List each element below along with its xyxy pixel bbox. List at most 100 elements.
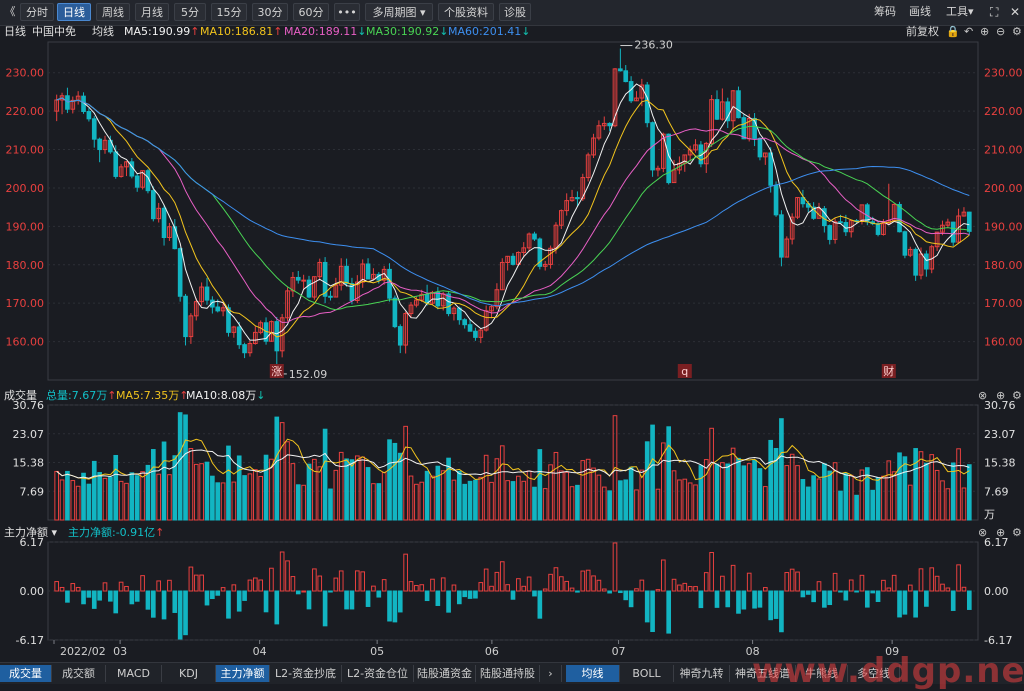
ma20-line <box>56 97 970 324</box>
tab-hk-flow[interactable]: 陆股通资金 <box>414 665 476 682</box>
adjust-button[interactable]: 前复权 <box>906 25 939 38</box>
volume-bar-up <box>188 448 194 521</box>
volume-bar-down <box>623 479 629 521</box>
volume-bar-down <box>838 490 843 521</box>
flow-bar-inflow <box>354 570 360 592</box>
chevron-down-icon: ▾ <box>419 6 426 19</box>
tab-l2-position[interactable]: L2-资金仓位 <box>342 665 414 682</box>
candle-down <box>757 137 763 158</box>
flow-title[interactable]: 主力净额 ▾ <box>4 525 57 541</box>
ma-label[interactable]: 均线 <box>92 25 114 38</box>
tab-ma[interactable]: 均线 <box>566 665 620 682</box>
candle-down <box>150 190 156 220</box>
tab-60min[interactable]: 60分 <box>293 3 329 21</box>
settings-icon[interactable]: ⚙ <box>1012 25 1022 38</box>
volume-bar-up <box>312 458 317 521</box>
candle-up <box>419 293 425 301</box>
ma5-text: MA5:190.99 <box>124 25 191 38</box>
flow-bar-outflow <box>446 590 451 613</box>
candle-down <box>236 326 242 346</box>
volume-tick-left: 7.69 <box>20 485 45 498</box>
candle-up <box>408 304 414 315</box>
volume-bar-down <box>800 479 806 521</box>
volume-bar-down <box>215 482 221 521</box>
tab-bull-bear[interactable]: 牛熊线 <box>796 665 848 682</box>
diagnose-button[interactable]: 诊股 <box>499 3 531 21</box>
stock-chart[interactable]: 230.00 230.00 220.00 220.00 210.00 210.00 200.… <box>0 0 1024 662</box>
flow-bar-inflow <box>193 574 199 592</box>
zoom-in-icon[interactable]: ⊕ <box>996 526 1006 539</box>
flow-bar-outflow <box>870 590 876 594</box>
tab-magic-five[interactable]: 神奇五线谱 <box>730 665 796 682</box>
price-tick-left: 160.00 <box>6 336 45 349</box>
tab-l2-bottom[interactable]: L2-资金抄底 <box>270 665 342 682</box>
tab-monthly[interactable]: 月线 <box>135 3 169 21</box>
x-tick-label: 04 <box>253 645 267 658</box>
zoom-in-icon[interactable]: ⊕ <box>980 25 990 38</box>
undo-icon[interactable]: ↶ <box>964 25 974 38</box>
x-tick-label: 05 <box>370 645 384 658</box>
tools-button[interactable]: 工具▾ <box>946 3 974 21</box>
tab-turnover[interactable]: 成交额 <box>52 665 106 682</box>
candle-up <box>478 329 484 338</box>
tab-magic-nine[interactable]: 神奇九转 <box>674 665 730 682</box>
tab-volume[interactable]: 成交量 <box>0 665 52 682</box>
fullscreen-icon[interactable]: ⛶ <box>990 5 999 19</box>
close-icon[interactable]: ⊗ <box>978 526 988 539</box>
zoom-in-icon[interactable]: ⊕ <box>996 389 1006 402</box>
candle-up <box>156 207 162 220</box>
kline-legend: 日线 中国中免 均线 MA5:190.99↑ MA10:186.81↑ MA20… <box>0 24 1024 40</box>
settings-icon[interactable]: ⚙ <box>1012 526 1022 539</box>
flow-bar-inflow <box>188 566 194 592</box>
flow-bar-inflow <box>601 588 607 592</box>
high-label: 236.30 <box>634 39 673 52</box>
volume-title[interactable]: 成交量 <box>4 389 37 402</box>
volume-bar-down <box>183 414 188 521</box>
tab-main-flow[interactable]: 主力净额 <box>216 665 270 682</box>
ma30-line <box>56 97 970 311</box>
volume-bar-up <box>285 441 290 521</box>
candle-up <box>709 99 714 144</box>
tab-boll[interactable]: BOLL <box>620 665 674 682</box>
tab-daily[interactable]: 日线 <box>57 3 91 21</box>
flow-bar-outflow <box>714 590 720 608</box>
multi-period-dropdown[interactable]: 多周期图 ▾ <box>365 3 433 21</box>
tab-weekly[interactable]: 周线 <box>96 3 130 21</box>
flow-bar-outflow <box>779 590 784 633</box>
stock-name[interactable]: 中国中免 <box>32 25 76 38</box>
flow-bar-inflow <box>75 586 81 592</box>
tab-30min[interactable]: 30分 <box>252 3 288 21</box>
tab-long-short[interactable]: 多空线 <box>848 665 900 682</box>
chevron-right-icon[interactable]: › <box>540 665 562 682</box>
tab-fenshi[interactable]: 分时 <box>20 3 54 21</box>
tab-15min[interactable]: 15分 <box>211 3 247 21</box>
flow-bar-inflow <box>505 584 510 592</box>
flow-bar-inflow <box>929 567 935 592</box>
back-icon[interactable]: 《 <box>4 5 16 18</box>
flow-bar-inflow <box>231 584 237 592</box>
zoom-out-icon[interactable]: ⊖ <box>996 25 1006 38</box>
volume-unit: 万 <box>984 508 995 521</box>
close-icon[interactable]: ✕ <box>1010 5 1021 19</box>
stock-profile-button[interactable]: 个股资料 <box>438 3 494 21</box>
flow-tick-left: 0.00 <box>20 585 45 598</box>
chips-button[interactable]: 筹码 <box>874 5 896 18</box>
tab-macd[interactable]: MACD <box>106 665 162 682</box>
more-icon[interactable]: ••• <box>334 3 360 21</box>
tab-kdj[interactable]: KDJ <box>162 665 216 682</box>
lock-icon[interactable]: 🔒 <box>946 25 960 38</box>
volume-bar-up <box>75 485 81 521</box>
flow-bar-inflow <box>784 572 790 592</box>
candle-down <box>902 231 908 256</box>
flow-bar-inflow <box>940 583 945 592</box>
flow-bar-outflow <box>322 590 328 627</box>
volume-bar-up <box>354 455 360 521</box>
draw-line-button[interactable]: 画线 <box>909 5 931 18</box>
settings-icon[interactable]: ⚙ <box>1012 389 1022 402</box>
tab-5min[interactable]: 5分 <box>174 3 206 21</box>
tab-hk-holding[interactable]: 陆股通持股 <box>476 665 540 682</box>
flow-bar-outflow <box>950 590 956 611</box>
close-icon[interactable]: ⊗ <box>978 389 988 402</box>
flow-bar-inflow <box>252 577 258 592</box>
ma60-line <box>56 97 970 307</box>
